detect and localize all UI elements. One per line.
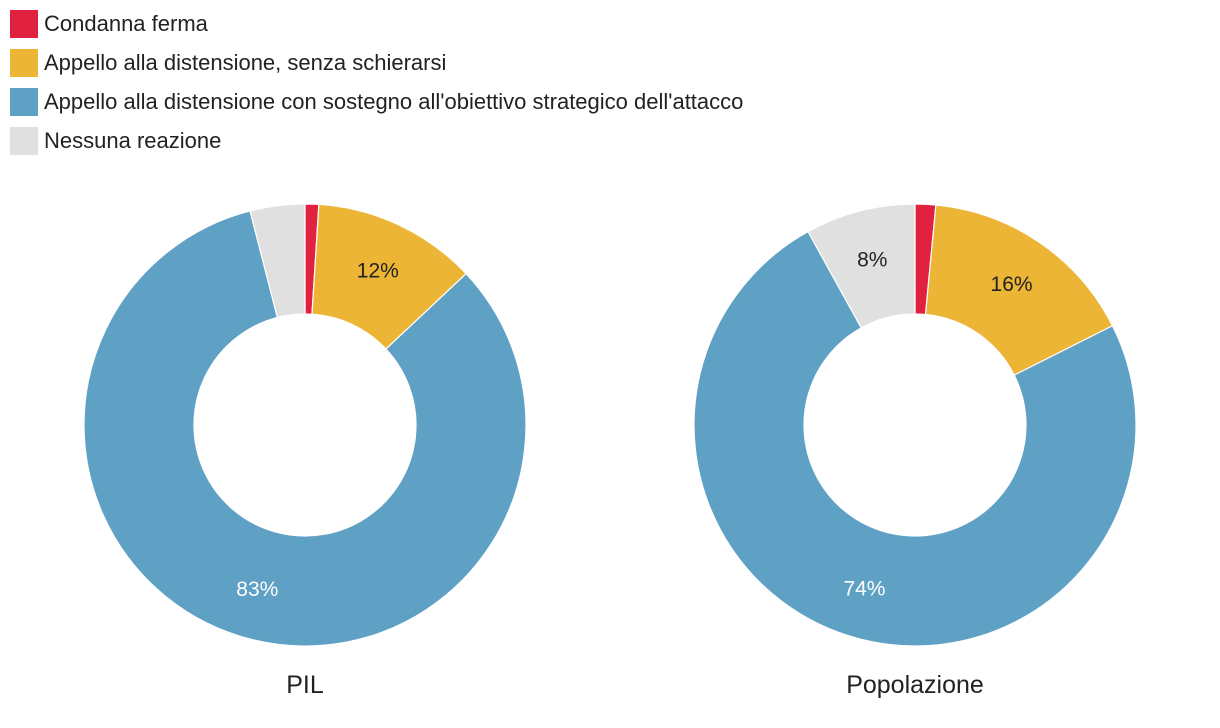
slice-label-nessuna-reazione: 8% — [857, 248, 887, 271]
legend-swatch — [10, 88, 38, 116]
slice-label-appello-con-sostegno: 74% — [843, 577, 885, 600]
donut-chart-0: 12% 83% PIL — [83, 203, 527, 699]
donut-chart-1: 16% 74% 8% Popolazione — [693, 203, 1137, 699]
legend-swatch — [10, 49, 38, 77]
slice-nessuna-reazione — [249, 203, 306, 319]
legend-item-nessuna-reazione: Nessuna reazione — [10, 127, 743, 155]
legend-label: Condanna ferma — [44, 11, 208, 36]
chart-title: PIL — [286, 671, 324, 699]
slice-label-appello-senza-schierarsi: 12% — [357, 259, 399, 282]
legend-label: Nessuna reazione — [44, 128, 222, 153]
slice-label-appello-senza-schierarsi: 16% — [991, 273, 1033, 296]
legend-swatch — [10, 127, 38, 155]
slice-appello-con-sostegno — [83, 210, 527, 647]
legend-swatch — [10, 10, 38, 38]
chart-title: Popolazione — [846, 671, 984, 699]
slice-label-appello-con-sostegno: 83% — [236, 578, 278, 601]
slice-nessuna-reazione — [807, 203, 916, 329]
legend-item-condanna-ferma: Condanna ferma — [10, 10, 743, 38]
legend-label: Appello alla distensione, senza schierar… — [44, 50, 447, 75]
legend-item-appello-senza-schierarsi: Appello alla distensione, senza schierar… — [10, 49, 743, 77]
chart-legend: Condanna ferma Appello alla distensione,… — [10, 10, 743, 166]
slice-appello-con-sostegno — [693, 230, 1137, 647]
legend-item-appello-con-sostegno: Appello alla distensione con sostegno al… — [10, 88, 743, 116]
legend-label: Appello alla distensione con sostegno al… — [44, 89, 744, 114]
slice-appello-senza-schierarsi — [924, 204, 1114, 376]
